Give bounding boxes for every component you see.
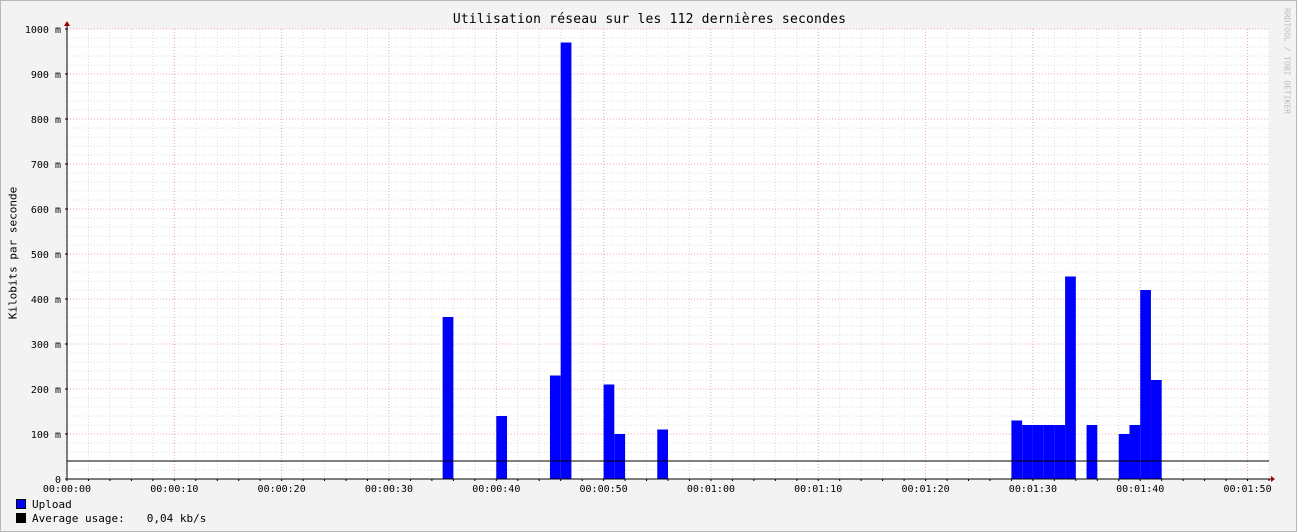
y-tick-label: 0 [55,475,61,486]
upload-bars [442,42,1162,479]
y-tick-label: 600 m [31,205,61,216]
upload-bar [1118,434,1130,479]
x-axis-arrow [1271,476,1275,482]
upload-bar [442,317,454,479]
y-tick-label: 100 m [31,430,61,441]
upload-bar [1043,425,1055,479]
x-tick-label: 00:00:30 [365,484,413,495]
y-tick-label: 400 m [31,295,61,306]
x-tick-label: 00:01:00 [687,484,735,495]
legend-swatch [16,499,26,509]
y-tick-label: 200 m [31,385,61,396]
upload-bar [1054,425,1066,479]
legend: Upload Average usage: 0,04 kb/s [16,498,206,526]
x-tick-label: 00:01:40 [1116,484,1164,495]
upload-bar [1011,420,1023,479]
y-axis-arrow [64,21,70,26]
x-tick-label: 00:00:00 [43,484,91,495]
legend-entry: Upload [16,498,206,512]
upload-bar [496,416,508,479]
upload-bar [1065,276,1076,479]
x-tick-label: 00:01:30 [1009,484,1057,495]
y-tick-label: 700 m [31,160,61,171]
upload-bar [1150,380,1162,479]
chart-title: Utilisation réseau sur les 112 dernières… [452,12,847,27]
upload-bar [1140,290,1151,479]
x-tick-label: 00:00:50 [580,484,628,495]
upload-bar [1129,425,1141,479]
upload-bar [614,434,626,479]
legend-label: Upload [32,498,72,511]
legend-value: 0,04 kb/s [146,512,207,525]
upload-bar [549,375,561,479]
legend-label: Average usage: [32,512,125,525]
upload-bar [1032,425,1044,479]
upload-bar [560,42,572,479]
y-tick-label: 1000 m [25,25,61,36]
upload-bar [1086,425,1098,479]
y-tick-label: 300 m [31,340,61,351]
tick-labels: 0 100 m 200 m 300 m 400 m 500 m 600 m 700 m 800 … [25,25,1272,495]
upload-bar [657,429,668,479]
x-tick-label: 00:00:40 [472,484,520,495]
x-tick-label: 00:00:10 [150,484,198,495]
x-tick-label: 00:01:50 [1223,484,1271,495]
y-tick-label: 900 m [31,70,61,81]
y-tick-label: 500 m [31,250,61,261]
y-tick-label: 800 m [31,115,61,126]
x-tick-label: 00:01:20 [901,484,949,495]
upload-bar [1022,425,1033,479]
x-tick-label: 00:00:20 [258,484,306,495]
upload-bar [603,384,615,479]
legend-swatch [16,513,26,523]
axes [64,21,1275,482]
legend-entry: Average usage: 0,04 kb/s [16,512,206,526]
x-tick-label: 00:01:10 [794,484,842,495]
